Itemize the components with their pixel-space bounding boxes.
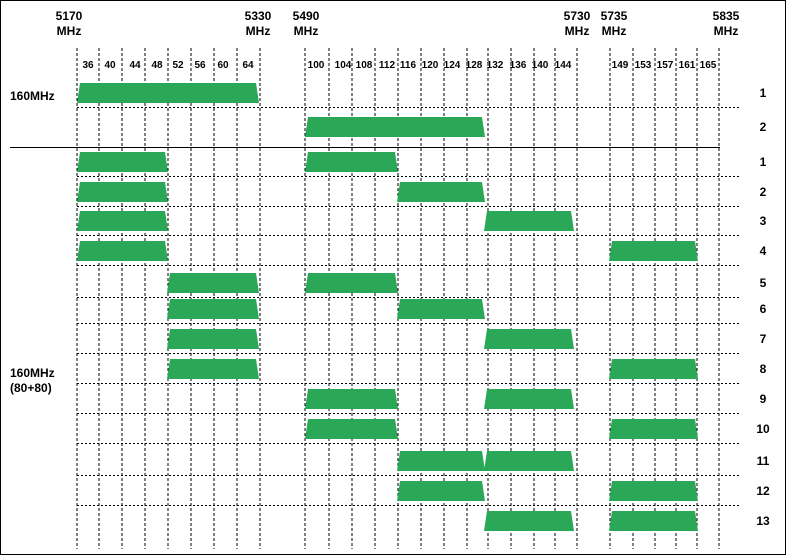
channel-label-149: 149 [612, 60, 629, 71]
channel-block-row13-seg2 [484, 451, 574, 471]
channel-block-row15-seg1 [484, 511, 574, 531]
channel-block-row9-seg2 [484, 329, 574, 349]
channel-label-36: 36 [82, 60, 94, 71]
row-number-3: 1 [760, 155, 767, 169]
row-number-8: 6 [760, 302, 767, 316]
freq-label-5730: 5730 MHz [564, 9, 591, 38]
freq-label-5170: 5170 MHz [56, 9, 83, 38]
channel-block-row12-seg2 [609, 419, 698, 439]
channel-block-row13-seg1 [397, 451, 485, 471]
channel-block-row6-seg1 [77, 241, 168, 261]
channel-label-120: 120 [422, 60, 439, 71]
row-number-5: 3 [760, 214, 767, 228]
channel-label-56: 56 [194, 60, 206, 71]
row-number-7: 5 [760, 276, 767, 290]
channel-block-row6-seg2 [609, 241, 698, 261]
channel-block-row12-seg1 [305, 419, 398, 439]
channel-label-100: 100 [308, 60, 325, 71]
channel-label-136: 136 [510, 60, 527, 71]
channel-block-row11-seg2 [484, 389, 574, 409]
freq-label-5835: 5835 MHz [713, 9, 740, 38]
channel-block-row2-seg1 [305, 117, 485, 137]
channel-label-44: 44 [129, 60, 141, 71]
channel-block-row5-seg2 [484, 211, 574, 231]
channel-block-row1-seg1 [77, 83, 259, 103]
channel-label-40: 40 [104, 60, 116, 71]
channel-label-124: 124 [444, 60, 461, 71]
channel-label-128: 128 [466, 60, 483, 71]
channel-block-row3-seg2 [305, 152, 398, 172]
channel-label-60: 60 [217, 60, 229, 71]
freq-label-5490: 5490 MHz [293, 9, 320, 38]
row-number-9: 7 [760, 332, 767, 346]
row-number-12: 10 [756, 422, 770, 436]
channel-block-row3-seg1 [77, 152, 168, 172]
channel-block-row14-seg2 [609, 481, 698, 501]
channel-label-157: 157 [657, 60, 674, 71]
channel-block-row7-seg2 [305, 273, 398, 293]
channel-label-48: 48 [151, 60, 163, 71]
channel-block-row9-seg1 [167, 329, 259, 349]
row-number-14: 12 [756, 484, 770, 498]
channel-label-140: 140 [532, 60, 549, 71]
freq-label-5330: 5330 MHz [245, 9, 272, 38]
group-label-1-1: (80+80) [10, 381, 52, 395]
channel-block-row8-seg2 [397, 299, 485, 319]
row-number-1: 1 [760, 86, 767, 100]
channel-block-row8-seg1 [167, 299, 259, 319]
group-label-1-0: 160MHz [10, 366, 55, 380]
channel-block-row4-seg2 [397, 182, 485, 202]
channel-label-112: 112 [379, 60, 396, 71]
channel-label-52: 52 [172, 60, 184, 71]
channel-label-116: 116 [400, 60, 417, 71]
row-number-4: 2 [760, 185, 767, 199]
channel-block-row10-seg1 [167, 359, 259, 379]
row-number-13: 11 [757, 454, 770, 468]
channel-label-104: 104 [335, 60, 352, 71]
channel-block-row11-seg1 [305, 389, 398, 409]
channel-label-165: 165 [700, 60, 717, 71]
channel-block-row4-seg1 [77, 182, 168, 202]
channel-label-161: 161 [679, 60, 696, 71]
channel-label-108: 108 [356, 60, 373, 71]
channel-label-132: 132 [487, 60, 504, 71]
channel-block-row7-seg1 [167, 273, 259, 293]
channel-label-144: 144 [555, 60, 572, 71]
channel-label-153: 153 [635, 60, 652, 71]
row-number-10: 8 [760, 362, 767, 376]
channel-block-row10-seg2 [609, 359, 698, 379]
row-number-6: 4 [760, 244, 767, 258]
channel-block-row15-seg2 [609, 511, 698, 531]
freq-label-5735: 5735 MHz [601, 9, 628, 38]
channel-label-64: 64 [242, 60, 254, 71]
group-label-0-0: 160MHz [10, 89, 55, 103]
row-number-2: 2 [760, 120, 767, 134]
row-number-11: 9 [760, 392, 767, 406]
row-number-15: 13 [756, 514, 770, 528]
channel-block-row5-seg1 [77, 211, 168, 231]
channel-block-row14-seg1 [397, 481, 485, 501]
